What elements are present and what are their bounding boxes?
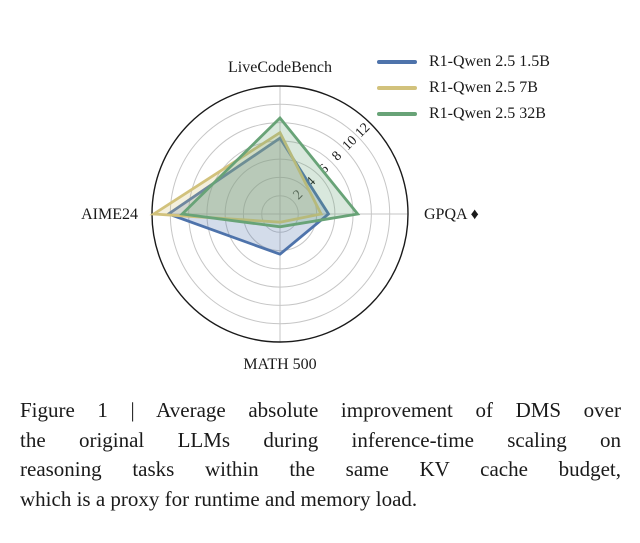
legend-label: R1-Qwen 2.5 7B [429,79,538,96]
legend-item: R1-Qwen 2.5 32B [377,101,550,127]
figure-caption: Figure 1 | Average absolute improvement … [20,396,621,514]
legend-label: R1-Qwen 2.5 1.5B [429,53,550,70]
legend-item: R1-Qwen 2.5 1.5B [377,49,550,75]
legend-item: R1-Qwen 2.5 7B [377,75,550,101]
legend: R1-Qwen 2.5 1.5B R1-Qwen 2.5 7B R1-Qwen … [377,49,550,127]
caption-line: Figure 1 | Average absolute improvement … [20,398,621,422]
axis-label: GPQA ♦ [424,206,479,223]
axis-label: AIME24 [81,206,138,223]
caption-line: the original LLMs during inference-time … [20,427,621,452]
caption-line: reasoning tasks within the same KV cache… [20,457,621,481]
legend-line-swatch [377,60,417,64]
caption-line: which is a proxy for runtime and memory … [20,486,418,511]
series-polygon-r1-qwen-2.5-32b [179,115,361,229]
legend-line-swatch [377,112,417,116]
axis-label: LiveCodeBench [228,59,332,76]
legend-label: R1-Qwen 2.5 32B [429,105,546,122]
axis-label: MATH 500 [243,356,316,373]
legend-line-swatch [377,86,417,90]
